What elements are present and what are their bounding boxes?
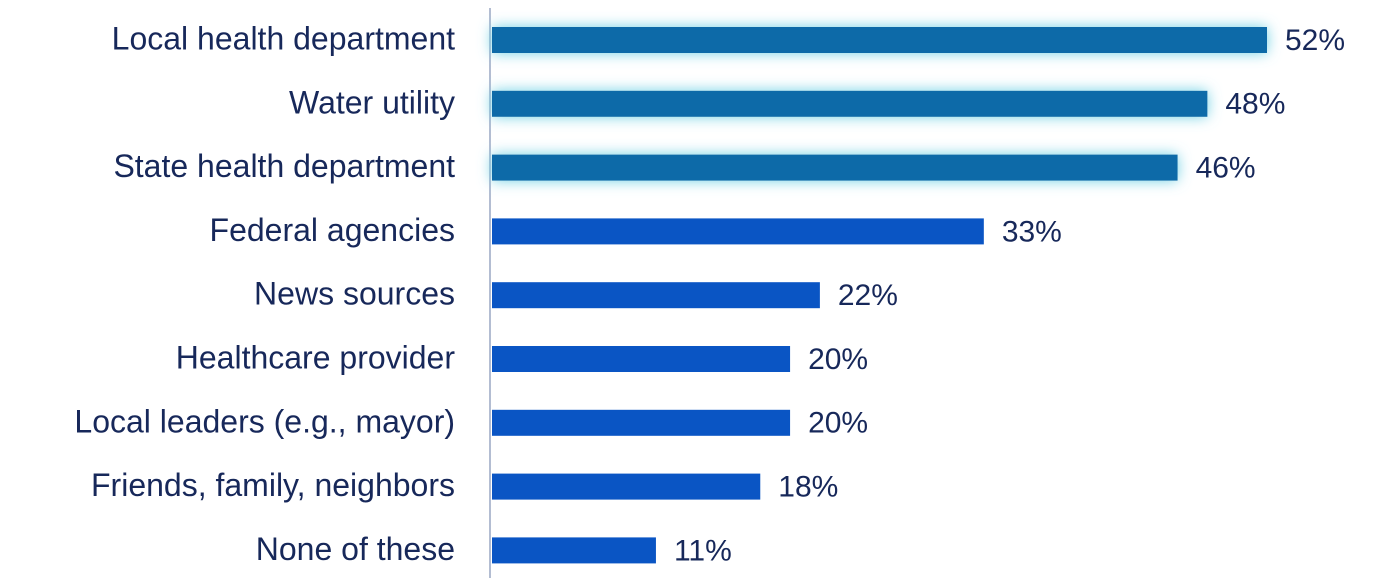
value-label: 48% — [1225, 88, 1285, 121]
category-label: News sources — [254, 276, 455, 312]
bar — [492, 90, 1208, 117]
category-label: Friends, family, neighbors — [91, 467, 455, 503]
category-label: State health department — [113, 148, 455, 184]
category-label: Local health department — [112, 20, 455, 56]
bar — [492, 537, 656, 564]
category-label: Local leaders (e.g., mayor) — [74, 403, 455, 439]
value-label: 52% — [1285, 24, 1345, 57]
value-label: 20% — [808, 343, 868, 376]
bar — [492, 409, 791, 436]
bar — [492, 154, 1178, 181]
value-label: 46% — [1196, 152, 1256, 185]
bar — [492, 282, 820, 309]
value-label: 20% — [808, 407, 868, 440]
value-label: 11% — [674, 534, 732, 567]
bar — [492, 346, 791, 372]
category-label: Federal agencies — [210, 212, 455, 248]
bar — [492, 473, 761, 500]
value-label: 18% — [778, 471, 838, 504]
value-label: 22% — [838, 279, 898, 312]
bar — [492, 27, 1267, 53]
bar — [492, 218, 984, 245]
category-label: Water utility — [289, 84, 455, 120]
value-label: 33% — [1002, 215, 1062, 248]
category-label: None of these — [256, 531, 455, 567]
category-label: Healthcare provider — [176, 339, 456, 375]
